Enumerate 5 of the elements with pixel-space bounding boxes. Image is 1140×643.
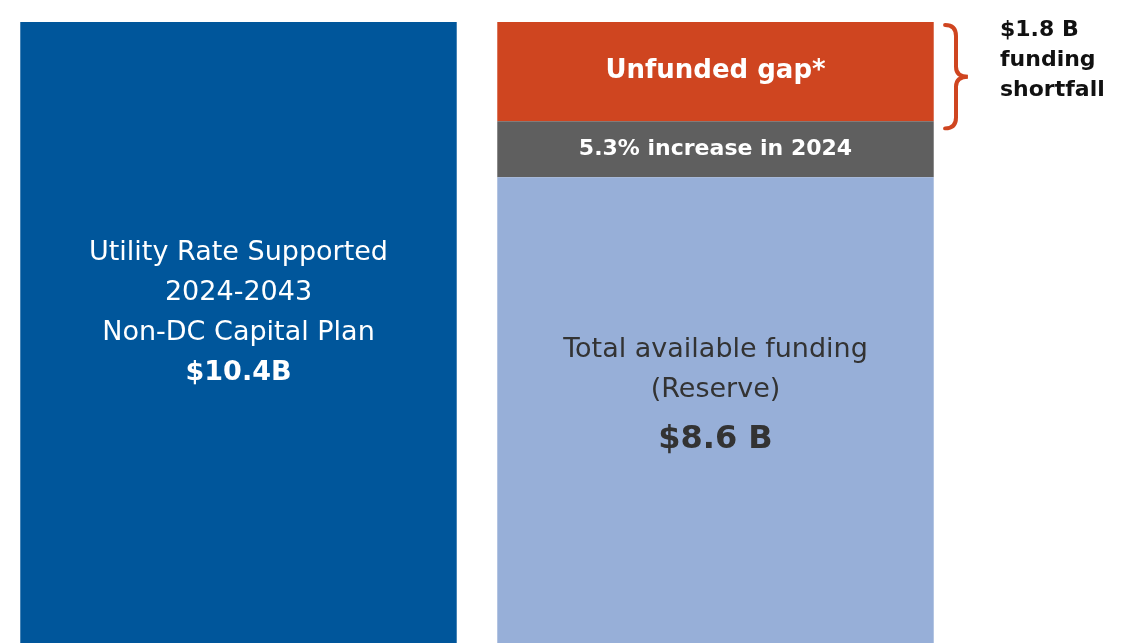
- series-label: Total available funding (Reserve) $8.6 B: [562, 332, 868, 457]
- series-label: Unfunded gap*: [605, 54, 827, 85]
- series-label: Utility Rate Supported 2024-2043 Non-DC Capital Plan $10.4B: [89, 234, 388, 386]
- text: $1.8 B funding shortfall: [1000, 15, 1105, 103]
- series-label: 5.3% increase in 2024: [578, 135, 853, 161]
